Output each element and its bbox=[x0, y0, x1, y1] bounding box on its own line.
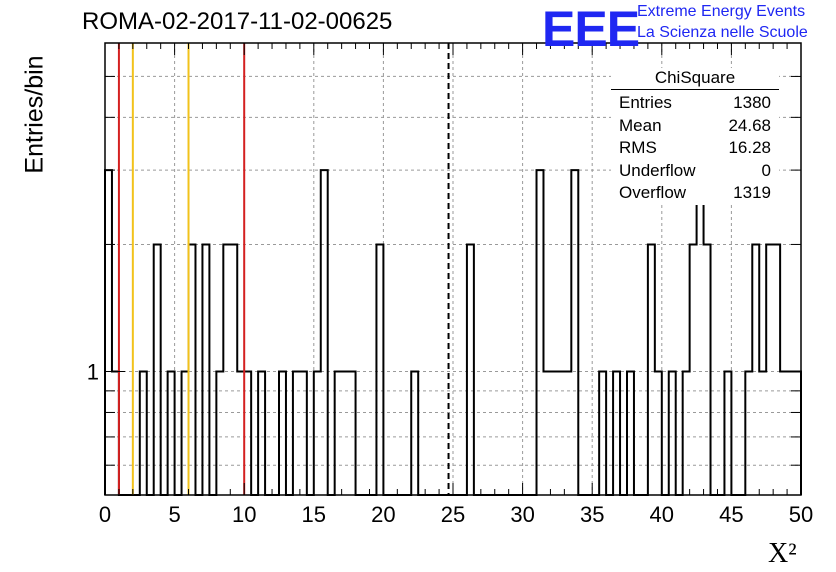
stats-label: Entries bbox=[619, 93, 672, 112]
histogram-bin bbox=[571, 170, 578, 495]
histogram-bin bbox=[655, 372, 662, 495]
histogram-bin bbox=[182, 372, 189, 495]
x-tick-label: 15 bbox=[302, 502, 326, 527]
histogram-bin bbox=[279, 372, 286, 495]
histogram-bin bbox=[787, 372, 794, 495]
histogram-bin bbox=[349, 372, 356, 495]
stats-row: RMS 16.28 bbox=[611, 137, 779, 160]
histogram-bin bbox=[766, 244, 773, 495]
histogram-bin bbox=[780, 372, 787, 495]
histogram-bin bbox=[237, 372, 244, 495]
stats-row: Overflow 1319 bbox=[611, 182, 779, 205]
histogram-bin bbox=[314, 372, 321, 495]
histogram-bin bbox=[690, 244, 697, 495]
histogram-bin bbox=[724, 372, 731, 495]
tick-labels: 0 5 10 15 20 25 30 35 40 45 50 1 bbox=[87, 360, 813, 527]
stats-value: 1380 bbox=[733, 93, 771, 112]
histogram-bin bbox=[683, 372, 690, 495]
histogram-bin bbox=[376, 244, 383, 495]
x-tick-label: 10 bbox=[232, 502, 256, 527]
histogram-bin bbox=[293, 372, 300, 495]
histogram-bin bbox=[613, 372, 620, 495]
stats-label: RMS bbox=[619, 138, 657, 157]
histogram-bin bbox=[202, 244, 209, 495]
logo-subtitle-1: Extreme Energy Events bbox=[637, 3, 806, 20]
histogram-bin bbox=[794, 372, 801, 495]
histogram-bin bbox=[300, 372, 307, 495]
histogram-bin bbox=[752, 244, 759, 495]
histogram-bin bbox=[321, 170, 328, 495]
x-tick-label: 20 bbox=[371, 502, 395, 527]
stats-label: Mean bbox=[619, 115, 662, 135]
stats-title: ChiSquare bbox=[611, 68, 779, 90]
stats-value: 0 bbox=[761, 160, 771, 180]
x-tick-label: 45 bbox=[719, 502, 743, 527]
histogram-bin bbox=[759, 372, 766, 495]
histogram-bin bbox=[223, 244, 230, 495]
histogram-bin bbox=[154, 244, 161, 495]
stats-label: Underflow bbox=[619, 160, 696, 180]
histogram-bin bbox=[189, 244, 196, 495]
stats-row: Mean 24.68 bbox=[611, 115, 779, 138]
y-axis-label: Entries/bin bbox=[20, 55, 49, 174]
histogram-bin bbox=[564, 372, 571, 495]
histogram-bin bbox=[335, 372, 342, 495]
histogram-bin bbox=[168, 372, 175, 495]
histogram-bin bbox=[627, 372, 634, 495]
histogram-bin bbox=[467, 244, 474, 495]
eee-logo: EEE bbox=[542, 1, 640, 57]
y-tick-label: 1 bbox=[87, 360, 99, 385]
stats-row: Underflow 0 bbox=[611, 160, 779, 183]
run-title: ROMA-02-2017-11-02-00625 bbox=[82, 8, 393, 35]
histogram-bin bbox=[216, 372, 223, 495]
histogram-bin bbox=[773, 244, 780, 495]
stats-value: 1319 bbox=[733, 183, 771, 202]
histogram-bin bbox=[543, 372, 550, 495]
x-tick-label: 35 bbox=[580, 502, 604, 527]
logo-subtitle-2: La Scienza nelle Scuole bbox=[637, 24, 808, 41]
x-tick-label: 5 bbox=[168, 502, 180, 527]
histogram-bin bbox=[697, 170, 704, 495]
stats-box: ChiSquare Entries 1380 Mean 24.68 RMS 16.28… bbox=[611, 68, 779, 205]
histogram-bin bbox=[648, 244, 655, 495]
histogram-bin bbox=[112, 372, 119, 495]
histogram-bin bbox=[244, 372, 251, 495]
histogram-bin bbox=[537, 170, 544, 495]
histogram-bin bbox=[411, 372, 418, 495]
histogram-bin bbox=[230, 244, 237, 495]
histogram-bin bbox=[704, 244, 711, 495]
x-axis-label: X² bbox=[768, 538, 797, 569]
x-tick-label: 50 bbox=[789, 502, 813, 527]
histogram-bin bbox=[745, 372, 752, 495]
histogram-bin bbox=[342, 372, 349, 495]
x-tick-label: 25 bbox=[441, 502, 465, 527]
stats-value: 24.68 bbox=[728, 115, 771, 135]
x-tick-label: 0 bbox=[99, 502, 111, 527]
x-tick-label: 40 bbox=[650, 502, 674, 527]
marker-lines bbox=[117, 43, 450, 495]
histogram-bin bbox=[557, 372, 564, 495]
x-tick-label: 30 bbox=[510, 502, 534, 527]
histogram-bin bbox=[550, 372, 557, 495]
histogram-bin bbox=[669, 372, 676, 495]
axis-ticks bbox=[104, 42, 802, 495]
histogram-bin bbox=[258, 372, 265, 495]
histogram-bin bbox=[140, 372, 147, 495]
stats-label: Overflow bbox=[619, 183, 687, 202]
stats-row: Entries 1380 bbox=[611, 92, 779, 115]
histogram-bin bbox=[105, 170, 112, 495]
stats-value: 16.28 bbox=[728, 138, 771, 157]
histogram-bin bbox=[599, 372, 606, 495]
